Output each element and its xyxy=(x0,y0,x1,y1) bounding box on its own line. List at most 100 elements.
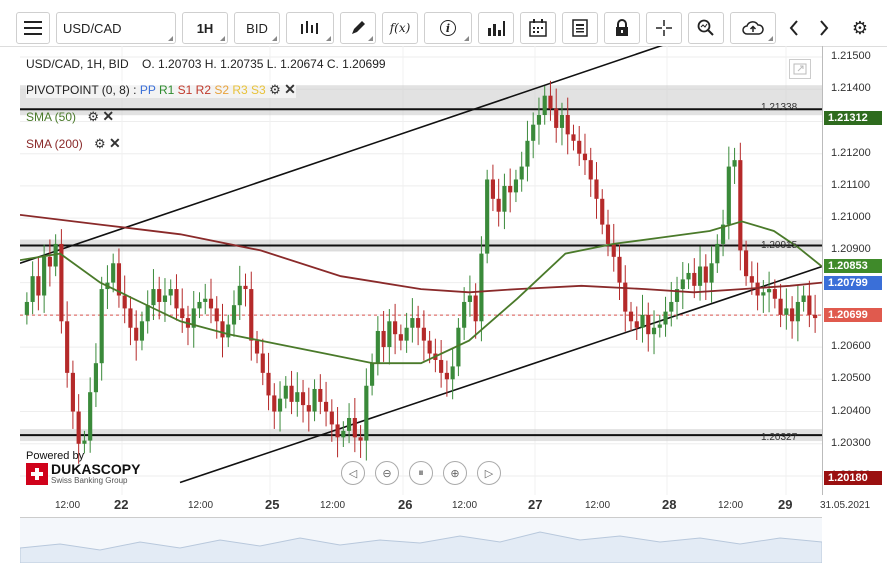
candle-body xyxy=(617,256,622,283)
candle-body xyxy=(640,314,645,328)
time-axis[interactable]: 12:00 22 12:00 25 12:00 26 12:00 27 12:00 28 12:00… xyxy=(20,495,887,517)
zoom-button[interactable] xyxy=(688,12,724,44)
indicators-button[interactable]: f(x) xyxy=(382,12,418,44)
candle-body xyxy=(692,272,697,286)
chevron-right-icon xyxy=(820,20,829,36)
y-tick-label: 1.20300 xyxy=(831,436,871,449)
prev-button[interactable] xyxy=(780,12,808,44)
x-tick-label: 12:00 xyxy=(320,500,346,511)
interval-selector[interactable]: 1H xyxy=(182,12,228,44)
candle-body xyxy=(404,327,409,341)
candle-body xyxy=(393,321,398,335)
candle-body xyxy=(709,263,714,283)
candle-body xyxy=(565,115,570,135)
candle-body xyxy=(559,115,565,128)
menu-button[interactable] xyxy=(16,12,50,44)
gear-icon[interactable]: ⚙ xyxy=(87,109,100,124)
y-tick-label: 1.20500 xyxy=(831,372,871,385)
candle-body xyxy=(312,388,317,412)
info-button[interactable]: i xyxy=(424,12,472,44)
candle-body xyxy=(628,311,634,322)
price-side-selector[interactable]: BID xyxy=(234,12,280,44)
pp-badge: 1.20853 xyxy=(824,258,882,273)
candle-body xyxy=(525,140,530,167)
scroll-right-button[interactable]: ▷ xyxy=(477,461,501,485)
candle-body xyxy=(283,385,288,399)
function-icon: f(x) xyxy=(389,21,411,35)
candle-body xyxy=(594,179,599,199)
close-icon[interactable]: ✕ xyxy=(109,135,121,151)
price-chart[interactable] xyxy=(20,46,822,495)
price-axis[interactable]: 1.215001.214001.213001.212001.211001.210… xyxy=(822,46,887,495)
expand-button[interactable] xyxy=(789,59,811,79)
volume-button[interactable] xyxy=(478,12,514,44)
lock-button[interactable] xyxy=(604,12,640,44)
zoom-out-button[interactable]: ⊖ xyxy=(375,461,399,485)
candle-body xyxy=(795,301,800,322)
symbol-selector[interactable]: USD/CAD xyxy=(56,12,176,44)
level-label-upper: 1.21338 xyxy=(761,102,798,113)
zoom-in-button[interactable]: ⊕ xyxy=(443,461,467,485)
candle-body xyxy=(145,305,150,322)
candle-body xyxy=(364,385,369,441)
pivot-level-s3: S3 xyxy=(251,83,270,97)
candle-body xyxy=(329,411,334,425)
y-tick-label: 1.21500 xyxy=(831,50,871,62)
candle-body xyxy=(767,289,772,293)
gear-icon[interactable]: ⚙ xyxy=(94,136,106,151)
candle-body xyxy=(813,314,818,319)
close-icon[interactable]: ✕ xyxy=(102,108,115,124)
calendar-button[interactable] xyxy=(520,12,556,44)
reset-button[interactable]: ⏸ xyxy=(409,461,433,485)
candle-body xyxy=(462,301,467,328)
candle-body xyxy=(715,243,720,264)
candle-body xyxy=(398,334,403,341)
candle-body xyxy=(548,95,553,109)
candle-body xyxy=(531,124,536,141)
candle-body xyxy=(807,295,812,315)
toolbar: USD/CAD 1H BID f(x) i ⚙ xyxy=(0,0,887,47)
chevron-left-icon: ◁ xyxy=(348,467,358,480)
candle-body xyxy=(456,327,461,367)
dukascopy-logo[interactable]: Powered by DUKASCOPY Swiss Banking Group xyxy=(26,450,140,485)
candle-body xyxy=(605,224,611,244)
candle-body xyxy=(76,411,81,444)
candle-body xyxy=(439,359,444,373)
close-icon[interactable]: ✕ xyxy=(284,81,296,97)
candle-body xyxy=(191,308,196,328)
candle-body xyxy=(266,372,271,396)
news-button[interactable] xyxy=(562,12,598,44)
candle-body xyxy=(778,298,783,315)
candle-body xyxy=(790,308,795,322)
swiss-cross-icon xyxy=(26,462,48,485)
x-tick-label: 29 xyxy=(778,497,793,512)
candle-body xyxy=(375,330,380,364)
candle-body xyxy=(536,115,542,125)
y-tick-label: 1.21200 xyxy=(831,146,871,159)
candle-body xyxy=(88,392,93,441)
candle-body xyxy=(657,324,662,328)
drawing-button[interactable] xyxy=(340,12,376,44)
x-tick-label: 26 xyxy=(398,497,413,512)
cloud-button[interactable] xyxy=(730,12,776,44)
info-icon: i xyxy=(440,20,456,36)
candle-body xyxy=(749,276,754,283)
crosshair-button[interactable] xyxy=(646,12,682,44)
gear-icon[interactable]: ⚙ xyxy=(269,82,281,97)
candle-body xyxy=(703,266,708,283)
candle-body xyxy=(490,179,495,199)
candle-body xyxy=(295,392,300,402)
scroll-left-button[interactable]: ◁ xyxy=(341,461,365,485)
channel-upper-line xyxy=(20,46,663,265)
navigator[interactable] xyxy=(20,517,822,563)
pivot-label: PIVOTPOINT (0, 8) xyxy=(26,83,130,97)
next-button[interactable] xyxy=(810,12,838,44)
candle-body xyxy=(249,289,254,341)
candle-body xyxy=(421,327,426,341)
candle-body xyxy=(260,353,265,373)
chart-type-button[interactable] xyxy=(286,12,334,44)
settings-button[interactable]: ⚙ xyxy=(846,12,874,44)
chart-area[interactable] xyxy=(20,46,822,495)
candle-body xyxy=(623,282,628,312)
candle-body xyxy=(542,95,547,116)
